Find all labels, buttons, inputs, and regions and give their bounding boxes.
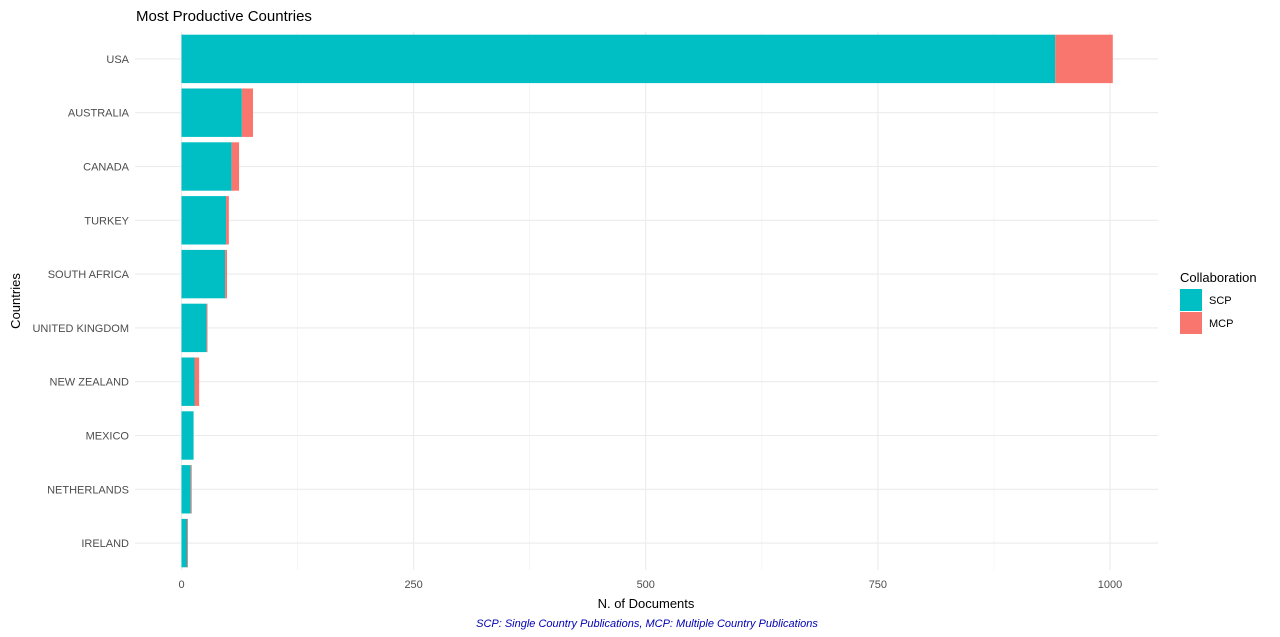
x-tick-labels: 0 250 500 750 1000 bbox=[178, 579, 1122, 591]
bars bbox=[181, 34, 1113, 568]
legend-label-scp: SCP bbox=[1209, 295, 1232, 307]
x-tick-label: 1000 bbox=[1098, 579, 1122, 591]
bar-scp-mexico bbox=[181, 411, 194, 460]
y-axis-title: Countries bbox=[8, 273, 23, 329]
legend-swatch-scp bbox=[1180, 289, 1202, 311]
legend-swatch-mcp bbox=[1180, 312, 1202, 334]
x-axis-title: N. of Documents bbox=[598, 596, 695, 611]
y-tick-label: NEW ZEALAND bbox=[50, 377, 130, 389]
chart-caption: SCP: Single Country Publications, MCP: M… bbox=[476, 618, 818, 630]
bar-mcp-turkey bbox=[226, 196, 229, 245]
bar-scp-ireland bbox=[181, 518, 188, 568]
y-tick-label: IRELAND bbox=[81, 538, 129, 550]
bar-scp-canada bbox=[181, 142, 232, 191]
y-tick-labels: USA AUSTRALIA CANADA TURKEY SOUTH AFRICA UNIT… bbox=[32, 54, 129, 550]
bar-mcp-canada bbox=[231, 142, 240, 191]
legend-title: Collaboration bbox=[1180, 270, 1257, 285]
y-tick-label: NETHERLANDS bbox=[47, 484, 129, 496]
chart-title: Most Productive Countries bbox=[136, 8, 312, 25]
legend: Collaboration SCP MCP bbox=[1180, 270, 1257, 334]
x-tick-label: 0 bbox=[178, 579, 184, 591]
legend-label-mcp: MCP bbox=[1209, 318, 1233, 330]
bar-mcp-south-africa bbox=[225, 249, 227, 299]
y-tick-label: SOUTH AFRICA bbox=[48, 269, 130, 281]
bar-mcp-united-kingdom bbox=[206, 303, 208, 353]
bar-mcp-ireland bbox=[187, 518, 188, 568]
x-tick-label: 250 bbox=[404, 579, 422, 591]
bar-mcp-netherlands bbox=[190, 465, 192, 514]
bar-mcp-australia bbox=[241, 88, 253, 137]
bar-mcp-usa bbox=[1055, 34, 1113, 84]
bar-scp-usa bbox=[181, 34, 1056, 84]
bar-scp-turkey bbox=[181, 196, 227, 245]
y-tick-label: CANADA bbox=[83, 162, 130, 174]
bar-scp-south-africa bbox=[181, 249, 226, 299]
bar-scp-new-zealand bbox=[181, 357, 195, 406]
bar-scp-australia bbox=[181, 88, 242, 137]
bar-scp-netherlands bbox=[181, 465, 191, 514]
y-tick-label: AUSTRALIA bbox=[68, 108, 130, 120]
x-tick-label: 750 bbox=[869, 579, 887, 591]
y-tick-label: MEXICO bbox=[86, 431, 130, 443]
x-tick-label: 500 bbox=[637, 579, 655, 591]
y-tick-label: UNITED KINGDOM bbox=[32, 323, 129, 335]
grid bbox=[135, 32, 1158, 570]
y-tick-label: USA bbox=[106, 54, 129, 66]
bar-mcp-new-zealand bbox=[194, 357, 200, 406]
y-tick-label: TURKEY bbox=[84, 215, 129, 227]
bar-scp-united-kingdom bbox=[181, 303, 207, 353]
